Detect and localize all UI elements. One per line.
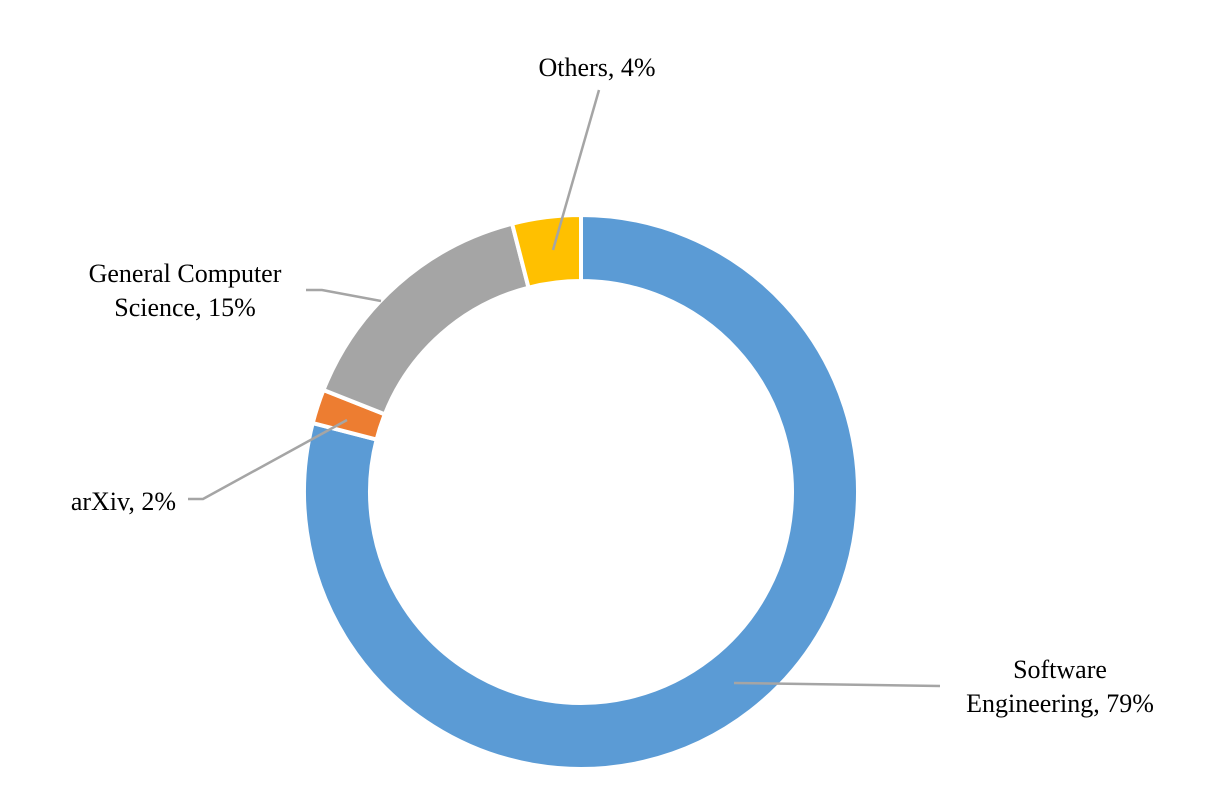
leader-lines bbox=[188, 89, 941, 688]
data-label-software-engineering-line-2: Engineering, 79% bbox=[966, 689, 1154, 718]
segment-general-computer-science bbox=[320, 221, 531, 417]
segment-software-engineering bbox=[302, 212, 860, 771]
leader-line-others bbox=[551, 89, 601, 251]
data-label-software-engineering-line-1: Software bbox=[1013, 655, 1107, 684]
data-label-arxiv: arXiv, 2% bbox=[71, 487, 176, 516]
data-label-software-engineering: Software Engineering, 79% bbox=[966, 655, 1154, 718]
data-label-arxiv-line-1: arXiv, 2% bbox=[71, 487, 176, 516]
doughnut-segments bbox=[302, 212, 860, 771]
data-label-general-computer-science-line-1: General Computer bbox=[89, 259, 282, 288]
data-label-general-computer-science-line-2: Science, 15% bbox=[114, 293, 256, 322]
leader-line-software-engineering bbox=[733, 681, 941, 688]
data-label-others: Others, 4% bbox=[539, 53, 656, 82]
data-label-general-computer-science: General Computer Science, 15% bbox=[89, 259, 282, 322]
data-label-others-line-1: Others, 4% bbox=[539, 53, 656, 82]
leader-line-general-computer-science bbox=[306, 288, 382, 303]
leader-line-arxiv bbox=[188, 418, 348, 501]
segment-others bbox=[509, 212, 583, 291]
data-labels: Software Engineering, 79% arXiv, 2% General… bbox=[71, 53, 1154, 718]
